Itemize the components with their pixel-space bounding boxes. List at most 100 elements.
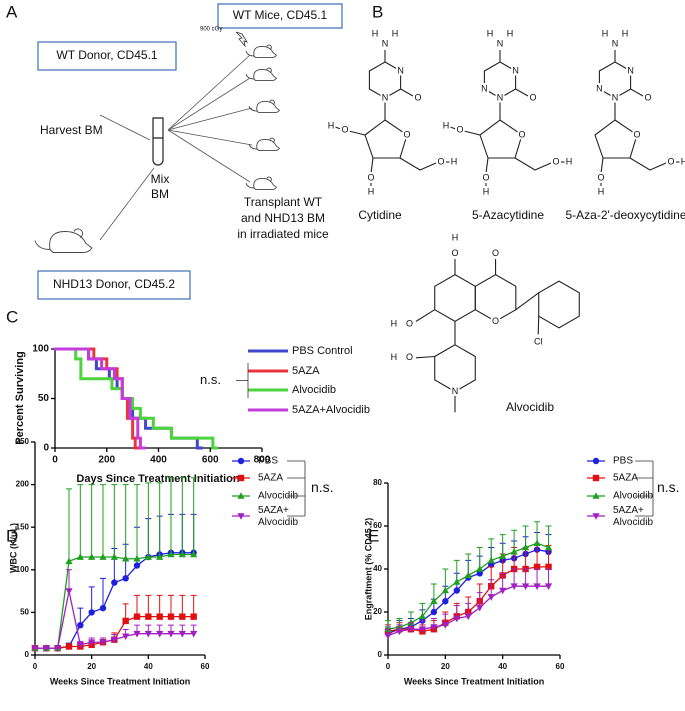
atom: H (452, 233, 459, 243)
y-axis-title: Percent Surviving (14, 351, 26, 445)
dose: 900 cGy (200, 27, 222, 33)
marker (592, 513, 600, 520)
x-tick-label: 40 (498, 662, 507, 671)
annotation: n.s. (200, 372, 221, 387)
marker (156, 553, 164, 560)
error-bar (511, 568, 518, 587)
bond (515, 88, 529, 97)
label: Harvest BM (40, 123, 103, 137)
marker (476, 604, 484, 612)
molecule-name: 5-Azacytidine (472, 208, 544, 222)
atom: N (612, 38, 619, 48)
bond (463, 130, 481, 136)
marker (592, 492, 600, 499)
bond (400, 88, 414, 97)
label: NHD13 Donor, CD45.2 (53, 277, 175, 291)
marker (453, 615, 461, 623)
atom: Cl (534, 337, 543, 347)
x-tick-label: 60 (201, 662, 210, 671)
atom: O (529, 92, 536, 102)
marker (442, 598, 449, 605)
marker (190, 630, 198, 638)
atom: O (667, 156, 674, 166)
bond (515, 292, 540, 311)
mouse (245, 44, 278, 59)
atom: O (552, 156, 559, 166)
x-axis-title: Days Since Treatment Initiation (76, 473, 239, 485)
atom: H (443, 120, 450, 130)
x-tick-label: 20 (441, 662, 450, 671)
marker (476, 565, 484, 572)
x-axis-title: Weeks Since Treatment Initiation (50, 676, 190, 686)
bond (399, 157, 437, 171)
marker (464, 571, 472, 579)
atom: O (597, 172, 604, 182)
y-tick-label: 40 (373, 564, 382, 573)
y-tick-label: 0 (25, 650, 30, 659)
mouse (245, 176, 278, 191)
box (37, 41, 177, 71)
marker (88, 553, 96, 560)
marker (133, 613, 141, 620)
marker (237, 457, 245, 465)
atom: H (391, 352, 398, 362)
marker (464, 613, 472, 621)
marker (65, 588, 73, 595)
bond (594, 119, 638, 159)
marker (167, 613, 175, 620)
marker (156, 630, 164, 638)
error-bar (100, 577, 106, 609)
marker (133, 554, 141, 562)
panel-label: C (6, 307, 18, 326)
bond (485, 157, 489, 174)
marker (42, 645, 50, 652)
legend-label: 5AZA (258, 473, 283, 484)
bond (514, 157, 552, 171)
mouse (248, 99, 281, 114)
marker (122, 554, 130, 562)
error-bar (190, 477, 197, 555)
legend-label: 5AZA (292, 365, 320, 377)
marker (122, 633, 130, 641)
atom: N (612, 92, 619, 102)
x-tick-label: 0 (386, 662, 391, 671)
annotation: n.s. (657, 479, 680, 495)
marker (179, 613, 186, 620)
marker (133, 562, 141, 569)
molecule-name: Cytidine (358, 208, 402, 222)
bond (415, 309, 436, 322)
box (217, 3, 343, 29)
error-bar (179, 594, 186, 617)
marker (533, 539, 541, 546)
marker (88, 639, 96, 647)
marker (510, 548, 518, 555)
error-bar (134, 594, 140, 617)
marker (237, 513, 245, 520)
atom: O (482, 172, 489, 182)
legend-label: 5AZA+Alvocidib (292, 404, 370, 416)
error-bar (168, 594, 174, 617)
atom: N (497, 92, 504, 102)
y-tick-label: 0 (43, 443, 49, 454)
molecule-name: 5-Aza-2'-deoxycytidine (565, 208, 685, 222)
y-tick-label: 20 (373, 607, 382, 616)
marker (592, 457, 600, 465)
legend-label: PBS Control (292, 345, 353, 357)
marker (99, 604, 107, 612)
atom: O (403, 129, 410, 139)
marker (156, 613, 163, 620)
error-bar (77, 484, 84, 558)
label: WT Mice, CD45.1 (233, 8, 328, 22)
error-bar (156, 594, 163, 617)
marker (453, 587, 460, 594)
error-bar (134, 484, 140, 559)
y-tick-label: 0 (378, 650, 383, 659)
error-bar (545, 568, 552, 587)
label: WT Donor, CD45.1 (56, 48, 157, 62)
atom: N (627, 65, 634, 75)
marker (110, 553, 118, 560)
bond (370, 157, 374, 174)
atom: O (492, 248, 499, 258)
x-tick-label: 800 (254, 455, 271, 466)
